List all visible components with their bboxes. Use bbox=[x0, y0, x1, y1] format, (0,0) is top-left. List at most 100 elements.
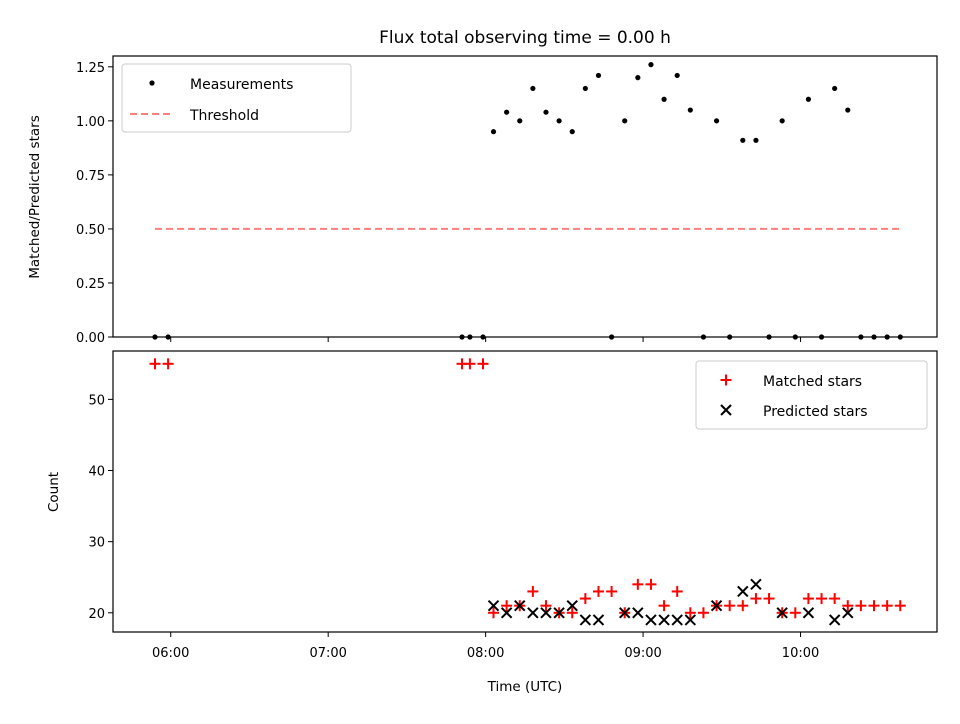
bottom-x-tick-label: 08:00 bbox=[467, 646, 504, 661]
predicted-star-point bbox=[658, 614, 670, 626]
matched-star-point bbox=[829, 593, 841, 605]
predicted-star-point bbox=[487, 599, 500, 612]
top-y-tick-label: 0.25 bbox=[76, 277, 105, 292]
matched-star-point bbox=[684, 607, 696, 619]
matched-star-point bbox=[527, 585, 539, 597]
predicted-star-point bbox=[579, 614, 592, 626]
predicted-star-point bbox=[750, 578, 762, 591]
measurement-point bbox=[845, 107, 851, 113]
matched-star-point bbox=[737, 600, 749, 612]
bottom-y-tick-label: 50 bbox=[88, 393, 105, 408]
x-axis-label: Time (UTC) bbox=[487, 679, 563, 695]
bottom-x-tick-label: 06:00 bbox=[152, 646, 189, 661]
matched-star-point bbox=[632, 578, 644, 590]
measurement-point bbox=[517, 118, 523, 124]
legend-label-matched: Matched stars bbox=[763, 374, 862, 390]
measurement-point bbox=[832, 85, 838, 92]
predicted-star-point bbox=[802, 607, 815, 619]
measurement-point bbox=[753, 137, 759, 143]
matched-star-point bbox=[816, 593, 828, 605]
chart-title: Flux total observing time = 0.00 h bbox=[379, 28, 671, 48]
predicted-star-point bbox=[566, 599, 578, 612]
top-y-tick-label: 1.00 bbox=[76, 115, 105, 130]
matched-star-point bbox=[501, 600, 513, 612]
matched-star-point bbox=[464, 358, 476, 370]
bottom-legend-box bbox=[695, 360, 928, 430]
legend-marker-measurements bbox=[149, 80, 155, 86]
bottom-x-tick-label: 10:00 bbox=[782, 646, 819, 661]
predicted-star-point bbox=[710, 599, 723, 612]
bottom-y-tick-label: 20 bbox=[88, 607, 105, 622]
top-y-tick-label: 0.75 bbox=[76, 169, 105, 184]
predicted-star-point bbox=[842, 607, 854, 619]
predicted-star-point bbox=[645, 614, 657, 626]
predicted-star-point bbox=[592, 614, 605, 626]
measurement-point bbox=[635, 75, 641, 81]
matched-star-point bbox=[802, 593, 814, 605]
matched-star-point bbox=[645, 578, 657, 590]
bottom-x-tick-label: 07:00 bbox=[309, 646, 346, 661]
top-y-axis-label: Matched/Predicted stars bbox=[27, 115, 43, 278]
measurement-point bbox=[713, 118, 720, 124]
matched-star-point bbox=[697, 607, 709, 619]
predicted-star-point bbox=[527, 607, 539, 619]
predicted-star-point bbox=[828, 614, 841, 626]
top-y-tick-label: 1.25 bbox=[76, 61, 105, 76]
measurement-point bbox=[740, 137, 746, 143]
matched-star-point bbox=[606, 585, 618, 597]
measurement-point bbox=[687, 107, 693, 113]
predicted-star-point bbox=[514, 599, 526, 612]
measurement-point bbox=[490, 129, 497, 135]
matched-star-point bbox=[750, 593, 762, 605]
matched-star-point bbox=[881, 600, 893, 612]
top-legend-box bbox=[121, 63, 352, 133]
legend-marker-matched bbox=[720, 374, 732, 386]
measurement-point bbox=[805, 96, 812, 102]
legend-label-predicted: Predicted stars bbox=[763, 404, 868, 420]
matched-star-point bbox=[671, 585, 683, 597]
measurement-point bbox=[582, 85, 588, 92]
matched-star-point bbox=[566, 607, 578, 619]
matched-star-point bbox=[477, 358, 489, 370]
measurement-point bbox=[543, 109, 549, 115]
predicted-star-point bbox=[632, 607, 644, 619]
top-axes-frame bbox=[112, 55, 938, 338]
top-y-tick-label: 0.50 bbox=[76, 223, 105, 238]
measurement-point bbox=[569, 129, 575, 135]
matched-star-point bbox=[488, 607, 500, 619]
predicted-star-point bbox=[553, 607, 565, 619]
bottom-axes-frame bbox=[112, 350, 938, 633]
matched-star-point bbox=[149, 358, 161, 370]
measurement-point bbox=[556, 118, 562, 124]
predicted-star-point bbox=[671, 614, 683, 626]
measurement-point bbox=[595, 72, 602, 79]
matched-star-point bbox=[763, 593, 775, 605]
legend-label-threshold: Threshold bbox=[189, 108, 259, 124]
matched-star-point bbox=[658, 600, 670, 612]
matched-star-point bbox=[868, 600, 880, 612]
matched-star-point bbox=[579, 593, 591, 605]
bottom-y-axis-label: Count bbox=[46, 472, 62, 512]
predicted-star-point bbox=[684, 614, 697, 626]
predicted-star-point bbox=[540, 607, 552, 619]
matched-star-point bbox=[894, 600, 906, 612]
measurement-point bbox=[661, 96, 667, 102]
predicted-star-point bbox=[500, 607, 513, 619]
predicted-star-point bbox=[619, 607, 631, 619]
legend-marker-predicted bbox=[720, 404, 732, 416]
matched-star-point bbox=[855, 600, 867, 612]
matched-star-point bbox=[724, 600, 736, 612]
measurement-point bbox=[622, 118, 628, 124]
bottom-y-tick-label: 30 bbox=[88, 536, 105, 551]
matched-star-point bbox=[540, 600, 552, 612]
matched-star-point bbox=[162, 358, 174, 370]
top-y-tick-label: 0.00 bbox=[76, 331, 105, 346]
bottom-x-tick-label: 09:00 bbox=[624, 646, 661, 661]
matched-star-point bbox=[592, 585, 604, 597]
measurement-point bbox=[674, 72, 680, 79]
matched-star-point bbox=[789, 607, 801, 619]
predicted-star-point bbox=[737, 585, 749, 598]
legend-label-measurements: Measurements bbox=[190, 77, 293, 93]
measurement-point bbox=[530, 85, 536, 92]
